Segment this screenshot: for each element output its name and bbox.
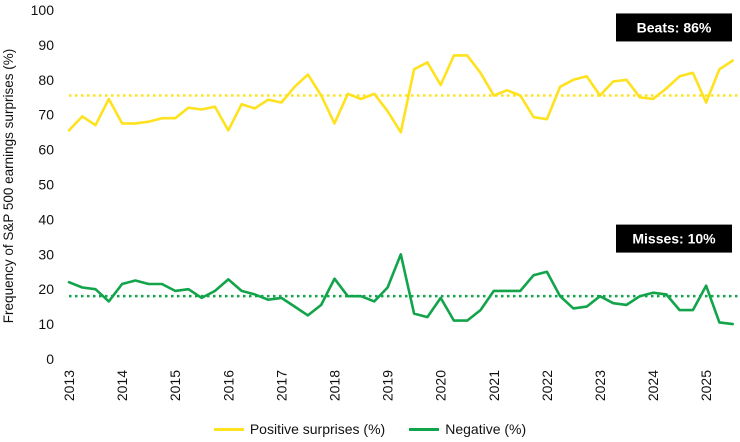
x-tick-label: 2022	[539, 370, 555, 401]
legend-swatch-negative	[409, 427, 440, 431]
legend-item-positive: Positive surprises (%)	[213, 421, 386, 437]
y-axis-label: Frequency of S&P 500 earnings surprises …	[1, 49, 16, 323]
x-tick-label: 2017	[273, 370, 289, 401]
x-tick-label: 2020	[433, 370, 449, 401]
x-tick-label: 2015	[167, 370, 183, 401]
y-tick-label: 20	[38, 281, 54, 297]
x-tick-label: 2019	[380, 370, 396, 401]
series-lines	[67, 54, 735, 326]
y-tick-label: 0	[46, 351, 54, 367]
x-tick-label: 2013	[61, 370, 77, 401]
x-tick-label: 2023	[592, 370, 608, 401]
misses-badge	[616, 224, 732, 253]
legend-item-negative: Negative (%)	[409, 421, 526, 437]
x-tick-label: 2021	[486, 370, 502, 401]
y-tick-label: 50	[38, 177, 54, 193]
x-tick-label: 2025	[698, 370, 714, 401]
y-tick-label: 40	[38, 211, 54, 227]
y-axis-ticks: 0 10 20 30 40 50 60 70 80 90 100	[31, 2, 55, 367]
annotation-badges: Beats: 86% Misses: 10%	[616, 13, 732, 253]
x-tick-label: 2024	[645, 370, 661, 401]
y-tick-label: 10	[38, 316, 54, 332]
legend-swatch-positive	[213, 427, 244, 431]
y-tick-label: 90	[38, 37, 54, 53]
misses-badge-label: Misses: 10%	[632, 231, 716, 247]
beats-badge-label: Beats: 86%	[637, 19, 712, 35]
legend-label-negative: Negative (%)	[445, 421, 527, 437]
y-tick-label: 70	[38, 107, 54, 123]
x-tick-label: 2016	[220, 370, 236, 401]
y-tick-label: 60	[38, 142, 54, 158]
y-tick-label: 100	[31, 2, 55, 18]
y-tick-label: 30	[38, 246, 54, 262]
legend-label-positive: Positive surprises (%)	[249, 421, 386, 437]
x-tick-label: 2014	[114, 370, 130, 401]
y-tick-label: 80	[38, 72, 54, 88]
x-tick-label: 2018	[326, 370, 342, 401]
positive-surprises-line	[67, 54, 735, 134]
beats-badge	[616, 13, 732, 42]
negative-surprises-line	[67, 253, 735, 326]
x-axis-ticks: 2013 2014 2015 2016 2017 2018 2019 2020 2021 2022…	[61, 370, 714, 401]
legend: Positive surprises (%) Negative (%)	[0, 421, 740, 437]
